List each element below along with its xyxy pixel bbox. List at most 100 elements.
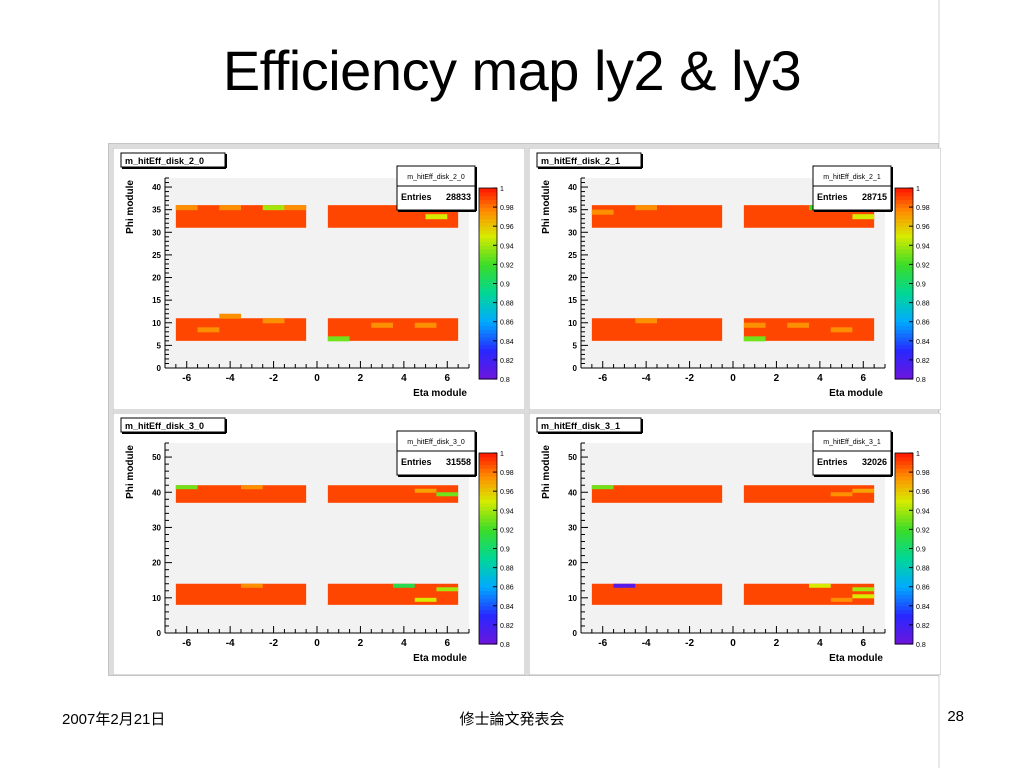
palette-segment [895, 249, 913, 254]
palette-segment [479, 544, 497, 550]
y-tick-label: 35 [568, 206, 577, 215]
palette-segment [895, 544, 913, 550]
palette-tick-label: 0.96 [500, 224, 514, 231]
x-axis-label: Eta module [413, 653, 467, 664]
palette-segment [895, 605, 913, 611]
palette-segment [479, 582, 497, 588]
palette-segment [479, 453, 497, 458]
palette-tick-label: 0.92 [916, 262, 930, 269]
x-tick-label: -6 [598, 638, 607, 649]
palette-tick-label: 0.9 [500, 282, 510, 289]
y-tick-label: 10 [568, 319, 577, 328]
palette-segment [895, 203, 913, 208]
palette-tick-label: 0.88 [500, 301, 514, 308]
palette-tick-label: 0.82 [500, 623, 514, 630]
palette-segment [479, 249, 497, 254]
palette-segment [479, 260, 497, 265]
palette-segment [895, 567, 913, 573]
palette-segment [895, 624, 913, 630]
y-axis-label: Phi module [125, 445, 136, 499]
palette-segment [479, 222, 497, 227]
palette-segment [479, 233, 497, 239]
palette-segment [895, 559, 913, 565]
palette-segment [479, 605, 497, 611]
palette-segment [479, 613, 497, 618]
palette-segment [895, 252, 913, 258]
palette-segment [479, 487, 497, 492]
stats-title: m_hitEff_disk_3_1 [823, 439, 881, 446]
palette-segment [479, 367, 497, 372]
y-tick-label: 5 [573, 341, 578, 350]
palette-segment [479, 268, 497, 273]
chart-title: m_hitEff_disk_2_1 [541, 156, 620, 166]
palette-segment [895, 556, 913, 561]
palette-segment [895, 460, 913, 466]
x-tick-label: 0 [314, 373, 320, 384]
palette-segment [479, 575, 497, 580]
palette-tick-label: 0.94 [500, 508, 514, 515]
palette-segment [479, 356, 497, 361]
heatmap-panel-disk-2-1: -6 -4 -2 0 2 4 6 0 5 10 15 20 25 30 35 40 Eta module Phi … [529, 148, 941, 410]
y-tick-label: 0 [573, 629, 578, 638]
palette-tick-label: 1 [916, 451, 920, 458]
palette-segment [479, 495, 497, 500]
palette-segment [895, 314, 913, 319]
palette-segment [895, 310, 913, 315]
efficiency-cell [393, 583, 415, 588]
efficiency-cell [743, 322, 766, 328]
stats-box [396, 165, 476, 211]
efficiency-cell [241, 485, 263, 490]
palette-segment [895, 272, 913, 277]
palette-segment [895, 294, 913, 300]
palette-segment [479, 344, 497, 350]
chart-title: m_hitEff_disk_2_0 [125, 156, 204, 166]
palette-segment [895, 298, 913, 304]
palette-segment [479, 195, 497, 201]
palette-segment [479, 479, 497, 485]
efficiency-cell [414, 488, 437, 493]
palette-segment [895, 302, 913, 308]
palette-tick-label: 0.82 [500, 358, 514, 365]
palette-tick-label: 0.8 [916, 642, 926, 649]
x-tick-label: 0 [730, 373, 736, 384]
stats-entries-value: 31558 [446, 457, 471, 467]
efficiency-cell [219, 313, 241, 319]
palette-segment [479, 287, 497, 292]
palette-segment [895, 207, 913, 212]
palette-segment [895, 210, 913, 216]
efficiency-band [175, 318, 307, 341]
palette-segment [895, 344, 913, 350]
palette-segment [479, 340, 497, 346]
palette-segment [895, 579, 913, 584]
efficiency-band [591, 485, 723, 503]
efficiency-band [175, 205, 307, 228]
efficiency-cell [436, 492, 459, 497]
palette-segment [895, 498, 913, 504]
palette-segment [479, 472, 497, 477]
chart-title: m_hitEff_disk_3_1 [541, 421, 620, 431]
x-tick-label: 0 [314, 638, 320, 649]
palette-segment [479, 375, 497, 380]
y-tick-label: 40 [152, 183, 161, 192]
efficiency-cell [414, 322, 437, 328]
palette-tick-label: 0.9 [916, 547, 926, 554]
x-tick-label: -4 [226, 373, 235, 384]
palette-tick-label: 0.92 [916, 527, 930, 534]
palette-segment [479, 325, 497, 330]
palette-segment [479, 279, 497, 285]
stats-title: m_hitEff_disk_2_0 [407, 174, 465, 181]
palette-segment [895, 352, 913, 357]
palette-segment [479, 556, 497, 561]
palette-segment [895, 472, 913, 477]
palette-segment [895, 464, 913, 469]
y-tick-label: 10 [568, 594, 577, 603]
efficiency-cell [852, 214, 875, 220]
palette-segment [895, 621, 913, 626]
palette-segment [479, 525, 497, 530]
y-tick-label: 10 [152, 594, 161, 603]
efficiency-cell [852, 594, 875, 599]
palette-segment [895, 475, 913, 481]
palette-segment [479, 621, 497, 626]
palette-segment [479, 506, 497, 511]
palette-segment [895, 582, 913, 588]
